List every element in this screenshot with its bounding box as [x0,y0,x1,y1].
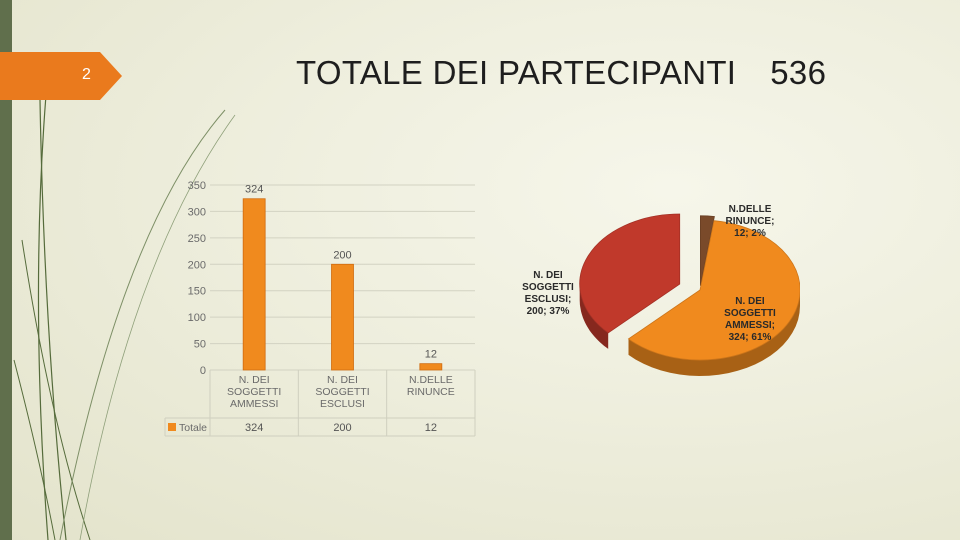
pie-slice-side [628,290,800,376]
pie-data-label: AMMESSI; [725,320,775,331]
bar [242,198,266,371]
bar [419,363,443,371]
table-value: 200 [333,422,351,434]
pie-data-label: 12; 2% [734,228,766,239]
category-label: AMMESSI [230,398,278,410]
y-tick-label: 350 [188,180,206,192]
y-tick-label: 150 [188,286,206,298]
pie-slice [627,220,800,361]
bar-data-label: 12 [425,349,437,361]
page-number: 2 [82,66,91,83]
bar-data-label: 200 [333,249,351,261]
category-label: ESCLUSI [320,398,365,410]
y-tick-label: 100 [188,312,206,324]
legend-label: Totale [179,422,207,434]
pie-data-label: RINUNCE; [726,216,775,227]
bar [331,263,354,371]
category-label: N.DELLE [409,374,453,386]
y-tick-label: 200 [188,259,206,271]
pie-data-label: SOGGETTI [724,308,776,319]
pie-data-label: N.DELLE [729,204,772,215]
bar-data-label: 324 [245,184,263,196]
pie-slice-side [579,284,609,349]
legend-swatch [168,423,176,431]
y-tick-label: 50 [194,339,206,351]
slide-title-value: 536 [770,54,827,91]
table-value: 12 [425,422,437,434]
y-tick-label: 0 [200,365,206,377]
table-value: 324 [245,422,263,434]
category-label: N. DEI [327,374,358,386]
pie-data-label: ESCLUSI; [525,294,572,305]
pie-data-label: SOGGETTI [522,282,574,293]
y-tick-label: 300 [188,206,206,218]
category-label: RINUNCE [407,386,455,398]
pie-data-label: N. DEI [735,296,765,307]
pie-data-label: 200; 37% [527,306,570,317]
pie-data-label: 324; 61% [729,332,772,343]
y-tick-label: 250 [188,233,206,245]
category-label: SOGGETTI [227,386,281,398]
category-label: N. DEI [239,374,270,386]
slide-title-text: TOTALE DEI PARTECIPANTI [296,54,737,91]
left-accent-bar [0,0,12,540]
pie-slice [699,215,715,286]
page-number-tab [0,52,122,100]
category-label: SOGGETTI [315,386,369,398]
pie-slice [579,213,681,334]
decorative-lines [13,94,236,540]
slide-title: TOTALE DEI PARTECIPANTI 536 [296,54,826,92]
pie-data-label: N. DEI [533,270,563,281]
